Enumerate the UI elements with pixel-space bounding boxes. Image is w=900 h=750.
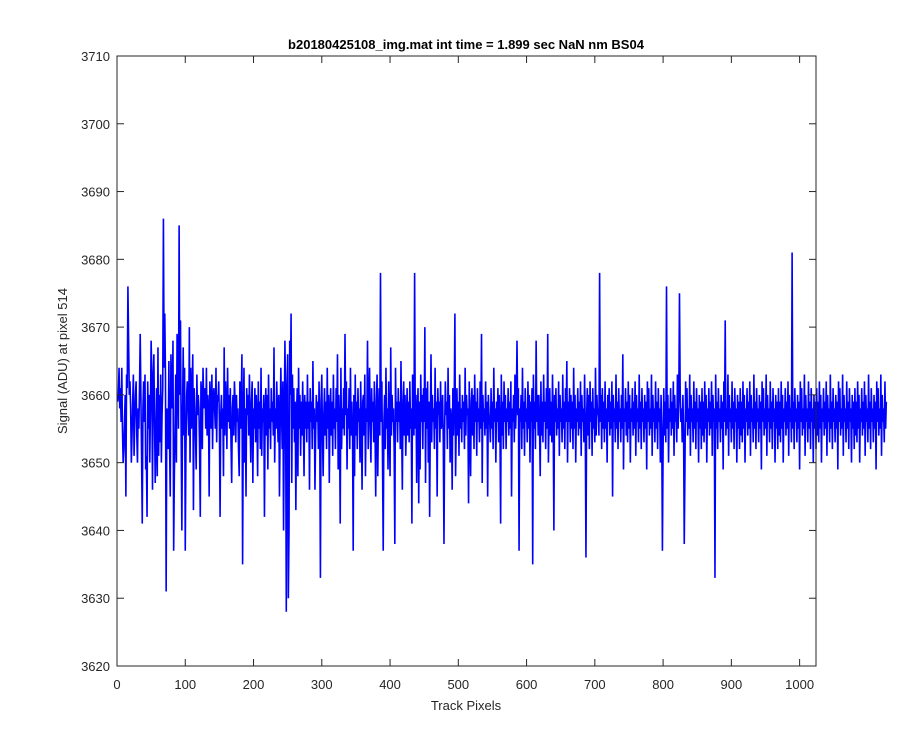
x-axis: 0 100 200 300 400 500 600 700 800 900 1000 xyxy=(113,56,814,692)
y-tick-label: 3660 xyxy=(81,388,110,403)
plot-frame xyxy=(116,55,817,667)
y-tick-label: 3650 xyxy=(81,456,110,471)
x-axis-label: Track Pixels xyxy=(431,698,502,713)
y-axis: 3620 3630 3640 3650 3660 3670 3680 3690 3700 3710 xyxy=(81,49,816,674)
y-tick-label: 3690 xyxy=(81,185,110,200)
y-tick-label: 3670 xyxy=(81,320,110,335)
y-tick-label: 3630 xyxy=(81,591,110,606)
x-tick-label: 900 xyxy=(721,677,743,692)
y-tick-label: 3640 xyxy=(81,523,110,538)
x-tick-label: 100 xyxy=(174,677,196,692)
y-tick-label: 3620 xyxy=(81,659,110,674)
x-tick-label: 700 xyxy=(584,677,606,692)
x-tick-label: 1000 xyxy=(785,677,814,692)
x-tick-label: 800 xyxy=(652,677,674,692)
series-layer xyxy=(116,218,888,612)
x-tick-label: 500 xyxy=(447,677,469,692)
series-line-0 xyxy=(116,218,888,612)
x-tick-label: 200 xyxy=(243,677,265,692)
y-axis-label: Signal (ADU) at pixel 514 xyxy=(55,288,70,434)
chart-title: b20180425108_img.mat int time = 1.899 se… xyxy=(288,37,645,52)
x-tick-label: 600 xyxy=(516,677,538,692)
plot-area xyxy=(117,56,816,666)
y-tick-label: 3700 xyxy=(81,117,110,132)
y-tick-label: 3710 xyxy=(81,49,110,64)
x-tick-label: 300 xyxy=(311,677,333,692)
x-tick-label: 0 xyxy=(113,677,120,692)
y-tick-label: 3680 xyxy=(81,252,110,267)
x-tick-label: 400 xyxy=(379,677,401,692)
